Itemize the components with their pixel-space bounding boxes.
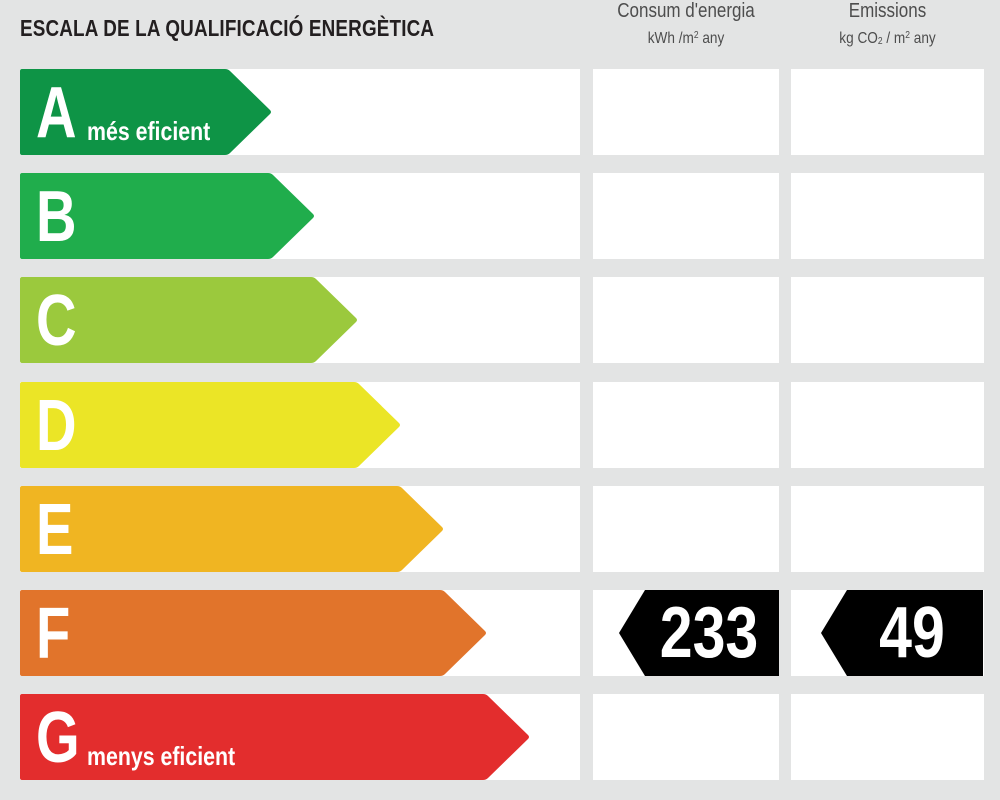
rating-letter: E bbox=[36, 490, 74, 570]
rating-row-c: C bbox=[0, 277, 1000, 363]
arrow-shape bbox=[20, 69, 271, 155]
emissions-cell bbox=[791, 486, 984, 572]
consum-cell bbox=[593, 694, 779, 780]
emissions-cell bbox=[791, 694, 984, 780]
rating-row-f: F 233 49 bbox=[0, 590, 1000, 676]
emissions-cell bbox=[791, 277, 984, 363]
arrow-fill bbox=[20, 590, 486, 676]
rating-sublabel: menys eficient bbox=[87, 741, 236, 771]
emissions-cell bbox=[791, 69, 984, 155]
rating-row-b: B bbox=[0, 173, 1000, 259]
rating-letter: C bbox=[36, 281, 77, 361]
emissions-cell bbox=[791, 382, 984, 468]
consum-indicator: 233 bbox=[619, 590, 779, 676]
rating-letter: B bbox=[36, 177, 77, 257]
arrow-fill bbox=[20, 382, 400, 468]
page-title: ESCALA DE LA QUALIFICACIÓ ENERGÈTICA bbox=[20, 15, 435, 41]
consum-cell bbox=[593, 486, 779, 572]
indicator-arrow bbox=[619, 590, 779, 676]
consum-unit: kWh /m2 any bbox=[647, 30, 725, 47]
consum-cell bbox=[593, 173, 779, 259]
consum-header: Consum d'energia kWh /m2 any bbox=[593, 0, 779, 49]
rating-arrow-f: F bbox=[20, 590, 487, 676]
rating-letter: D bbox=[36, 386, 77, 466]
emissions-unit: kg CO2 / m2 any bbox=[839, 30, 936, 47]
consum-cell bbox=[593, 277, 779, 363]
indicator-arrow bbox=[821, 590, 983, 676]
emissions-indicator: 49 bbox=[821, 590, 983, 676]
emissions-cell bbox=[791, 173, 984, 259]
consum-cell bbox=[593, 69, 779, 155]
indicator-value: 49 bbox=[879, 593, 945, 673]
rating-arrow-b: B bbox=[20, 173, 315, 259]
emissions-header: Emissions kg CO2 / m2 any bbox=[791, 0, 984, 49]
arrow-fill bbox=[20, 277, 357, 363]
rating-letter: G bbox=[36, 698, 80, 778]
rating-row-d: D bbox=[0, 382, 1000, 468]
rating-row-e: E bbox=[0, 486, 1000, 572]
emissions-label: Emissions bbox=[848, 0, 927, 22]
arrow-shape bbox=[20, 173, 314, 259]
arrow-shape bbox=[20, 486, 443, 572]
rating-arrow-d: D bbox=[20, 382, 401, 468]
arrow-shape bbox=[20, 590, 486, 676]
arrow-shape bbox=[20, 382, 400, 468]
arrow-fill bbox=[20, 69, 271, 155]
arrow-fill bbox=[20, 694, 529, 780]
consum-cell bbox=[593, 382, 779, 468]
rating-letter: A bbox=[36, 73, 77, 153]
rating-arrow-c: C bbox=[20, 277, 358, 363]
arrow-shape bbox=[20, 694, 529, 780]
consum-label: Consum d'energia bbox=[617, 0, 755, 22]
indicator-value: 233 bbox=[659, 593, 759, 673]
rating-sublabel: més eficient bbox=[87, 116, 211, 146]
arrow-shape bbox=[20, 277, 357, 363]
rating-letter: F bbox=[36, 594, 71, 674]
arrow-fill bbox=[20, 486, 443, 572]
rating-arrow-e: E bbox=[20, 486, 444, 572]
arrow-fill bbox=[20, 173, 314, 259]
